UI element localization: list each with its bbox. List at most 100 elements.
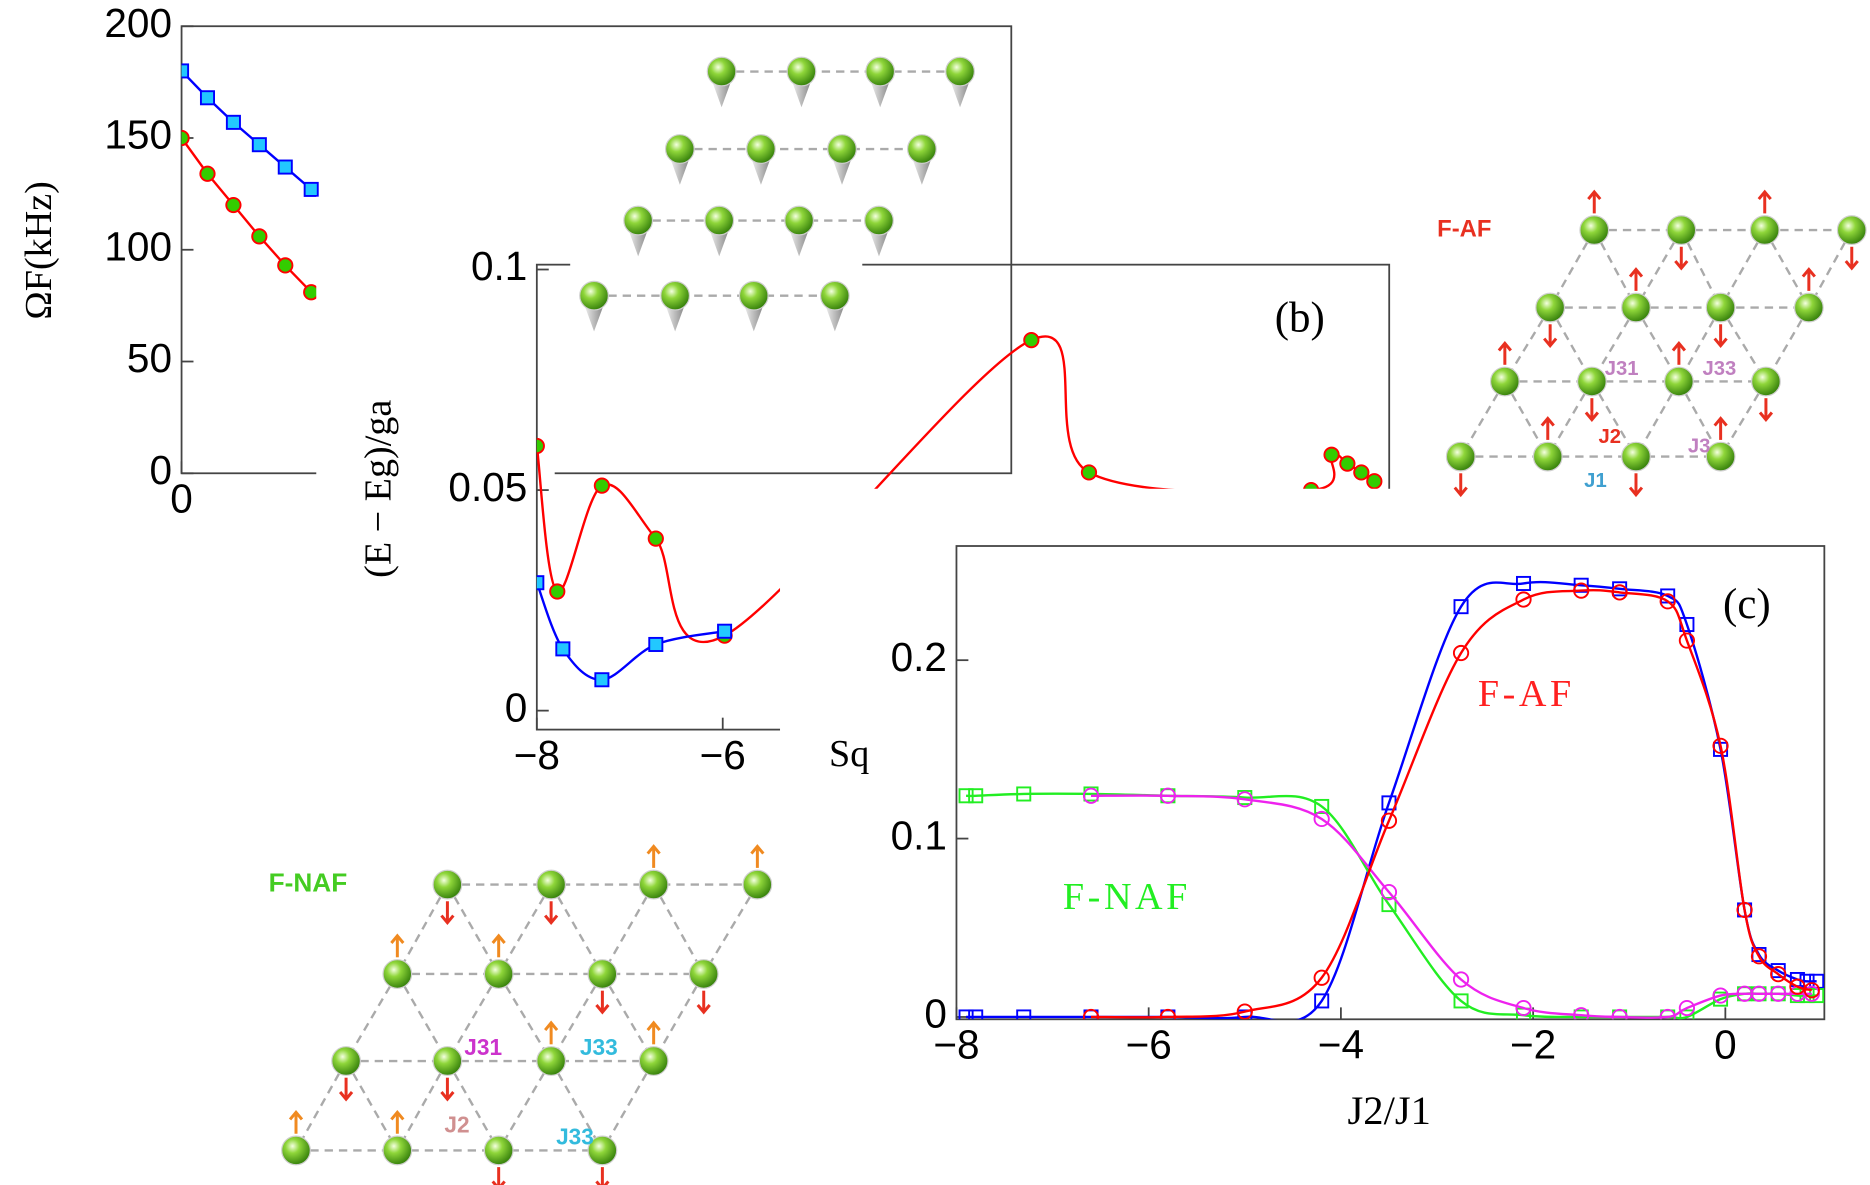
y-tick-label: 100	[104, 223, 172, 269]
coupling-label: J31	[464, 1034, 502, 1060]
marker	[1024, 333, 1038, 347]
atom	[1837, 216, 1866, 245]
figure: 0501001502000ΩF(kHz)00.050.1−8−6(E − Eg)…	[0, 0, 1870, 1185]
atom	[743, 870, 772, 899]
atom	[1706, 442, 1735, 471]
atom	[484, 960, 513, 989]
y-tick-label: 50	[127, 335, 172, 381]
atom	[661, 281, 690, 310]
atom	[666, 135, 695, 164]
marker	[595, 479, 609, 493]
coupling-label: J31	[1605, 358, 1639, 380]
atom	[785, 206, 814, 235]
atom	[580, 281, 609, 310]
marker	[305, 183, 318, 196]
panel-label: (c)	[1723, 581, 1771, 628]
atom	[537, 870, 566, 899]
marker	[175, 64, 188, 77]
marker	[1082, 465, 1096, 479]
atom	[1706, 293, 1735, 322]
x-tick-label: −6	[700, 732, 746, 778]
marker	[201, 91, 214, 104]
atom	[689, 960, 718, 989]
atom	[908, 135, 937, 164]
marker	[530, 576, 543, 589]
marker	[200, 167, 214, 181]
atom	[537, 1047, 566, 1076]
marker	[1367, 474, 1381, 488]
series-line	[537, 583, 725, 680]
x-axis-label: J2/J1	[1348, 1088, 1431, 1133]
atom	[639, 1047, 668, 1076]
coupling-label: J33	[1703, 358, 1737, 380]
atom	[588, 960, 617, 989]
coupling-label: J3	[1688, 435, 1711, 457]
marker	[279, 160, 292, 173]
x-tick-label: −2	[1510, 1022, 1556, 1068]
marker	[595, 673, 608, 686]
coupling-label: J1	[1584, 470, 1607, 492]
atom	[383, 1136, 412, 1165]
marker	[1354, 465, 1368, 479]
atom	[282, 1136, 311, 1165]
y-tick-label: 0.1	[471, 243, 527, 289]
atom	[1536, 293, 1565, 322]
y-tick-label: 0	[505, 684, 528, 730]
coupling-label: J33	[580, 1034, 618, 1060]
marker	[556, 642, 569, 655]
marker	[550, 584, 564, 598]
marker	[227, 116, 240, 129]
atom	[946, 57, 975, 86]
atom	[828, 135, 857, 164]
atom	[1446, 442, 1475, 471]
backdrop	[316, 197, 554, 477]
x-tick-label: 0	[170, 476, 193, 522]
atom	[1795, 293, 1824, 322]
atom	[433, 870, 462, 899]
atom	[1578, 367, 1607, 396]
atom	[1491, 367, 1520, 396]
y-axis-label: (E − Eg)/ga	[358, 400, 400, 578]
atom	[787, 57, 816, 86]
marker	[649, 638, 662, 651]
atom	[747, 135, 776, 164]
atom	[707, 57, 736, 86]
y-axis-label: Sq	[829, 733, 869, 775]
atom	[865, 206, 894, 235]
diagram-title: F-AF	[1437, 215, 1491, 242]
atom	[624, 206, 653, 235]
x-tick-label: 0	[1714, 1022, 1737, 1068]
marker	[304, 285, 318, 299]
marker	[226, 198, 240, 212]
marker	[1324, 448, 1338, 462]
y-tick-label: 0.05	[448, 464, 527, 510]
atom	[705, 206, 734, 235]
y-axis-label: ΩF(kHz)	[18, 181, 60, 319]
marker	[278, 258, 292, 272]
marker	[252, 229, 266, 243]
marker	[253, 138, 266, 151]
x-tick-label: −8	[933, 1022, 979, 1068]
atom	[332, 1047, 361, 1076]
y-tick-label: 150	[104, 112, 172, 158]
marker	[1340, 456, 1354, 470]
coupling-label: J2	[444, 1112, 469, 1138]
y-tick-label: 0.1	[891, 812, 947, 858]
marker	[718, 625, 731, 638]
atom	[433, 1047, 462, 1076]
atom	[1580, 216, 1609, 245]
y-tick-label: 0.2	[891, 634, 947, 680]
x-tick-label: −4	[1318, 1022, 1364, 1068]
coupling-label: J33	[556, 1123, 594, 1149]
atom	[821, 281, 850, 310]
x-tick-label: −6	[1126, 1022, 1172, 1068]
atom	[739, 281, 768, 310]
atom	[484, 1136, 513, 1165]
annotation: F-AF	[1478, 673, 1575, 715]
marker	[649, 531, 663, 545]
atom	[1752, 367, 1781, 396]
diagram-title: F-NAF	[269, 867, 348, 897]
atom	[866, 57, 895, 86]
panel-label: (b)	[1275, 295, 1325, 342]
marker	[174, 131, 188, 145]
